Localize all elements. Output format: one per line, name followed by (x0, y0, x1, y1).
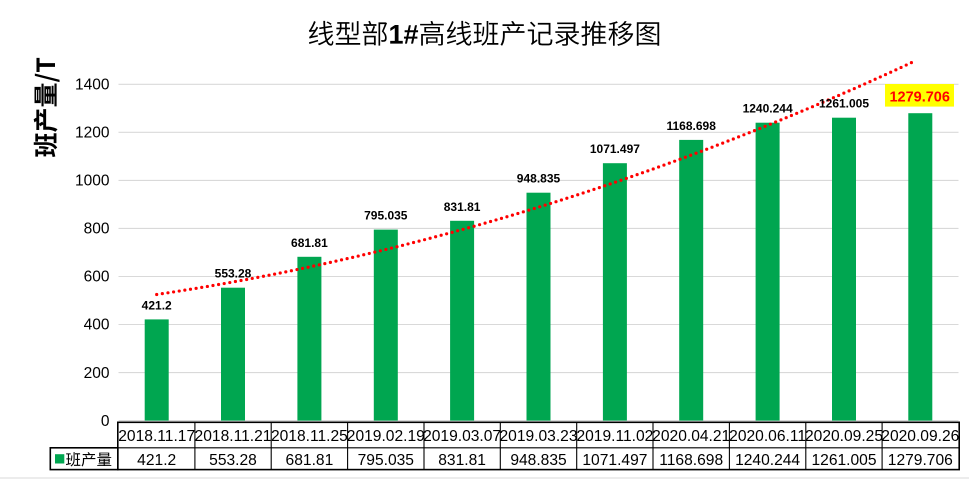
svg-text:553.28: 553.28 (215, 267, 252, 281)
svg-text:0: 0 (101, 413, 110, 430)
svg-text:1261.005: 1261.005 (819, 97, 869, 111)
svg-text:1261.005: 1261.005 (811, 452, 876, 469)
svg-text:1071.497: 1071.497 (582, 452, 647, 469)
svg-text:831.81: 831.81 (438, 452, 486, 469)
svg-text:1168.698: 1168.698 (667, 119, 717, 133)
svg-text:948.835: 948.835 (510, 452, 567, 469)
svg-text:831.81: 831.81 (444, 200, 481, 214)
svg-text:2019.02.19: 2019.02.19 (347, 428, 425, 445)
svg-text:1200: 1200 (75, 125, 110, 142)
svg-text:948.835: 948.835 (517, 172, 561, 186)
svg-text:681.81: 681.81 (291, 236, 328, 250)
svg-text:1400: 1400 (75, 77, 110, 94)
svg-text:2019.03.23: 2019.03.23 (499, 428, 577, 445)
svg-text:421.2: 421.2 (137, 452, 176, 469)
svg-text:1168.698: 1168.698 (659, 452, 723, 469)
svg-text:2019.03.07: 2019.03.07 (423, 428, 501, 445)
svg-text:800: 800 (84, 221, 110, 238)
svg-text:2018.11.17: 2018.11.17 (118, 428, 195, 445)
svg-text:2018.11.21: 2018.11.21 (195, 428, 272, 445)
svg-text:2020.09.25: 2020.09.25 (805, 428, 883, 445)
svg-text:553.28: 553.28 (209, 452, 257, 469)
svg-text:1240.244: 1240.244 (735, 452, 800, 469)
svg-text:600: 600 (84, 269, 110, 286)
svg-text:421.2: 421.2 (142, 298, 172, 312)
svg-text:1279.706: 1279.706 (889, 89, 949, 105)
svg-text:200: 200 (84, 365, 110, 382)
svg-text:681.81: 681.81 (286, 452, 334, 469)
svg-text:795.035: 795.035 (358, 452, 415, 469)
svg-text:2018.11.25: 2018.11.25 (271, 428, 348, 445)
svg-text:2020.06.11: 2020.06.11 (729, 428, 806, 445)
svg-text:1240.244: 1240.244 (743, 102, 793, 116)
svg-text:1071.497: 1071.497 (590, 142, 640, 156)
svg-text:2019.11.02: 2019.11.02 (576, 428, 653, 445)
svg-text:2020.04.21: 2020.04.21 (652, 428, 730, 445)
svg-text:1279.706: 1279.706 (888, 452, 953, 469)
svg-text:795.035: 795.035 (364, 209, 408, 223)
svg-text:400: 400 (84, 317, 110, 334)
svg-text:1000: 1000 (75, 173, 110, 190)
svg-text:2020.09.26: 2020.09.26 (881, 428, 959, 445)
